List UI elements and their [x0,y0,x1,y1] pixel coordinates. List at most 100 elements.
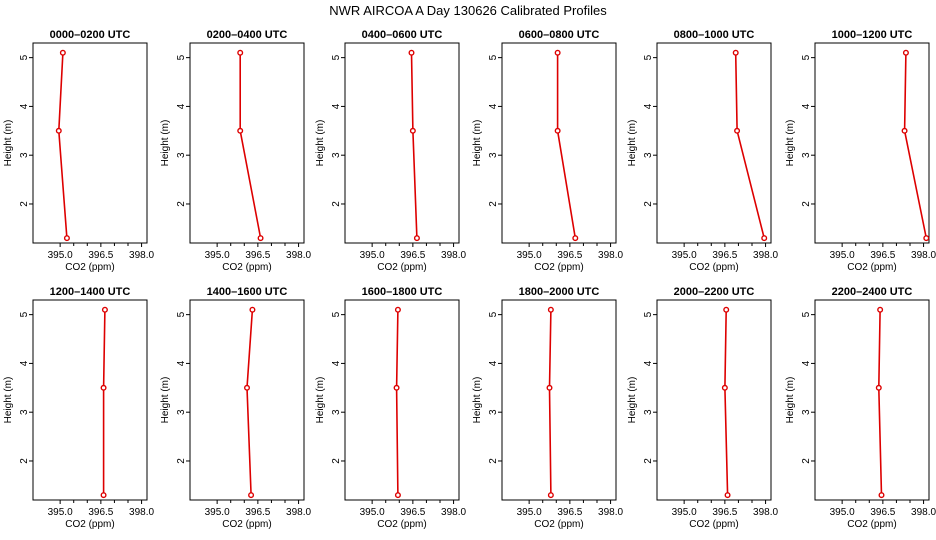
panel-title: 2200–2400 UTC [832,286,913,298]
data-point [408,49,415,56]
data-point [59,49,66,56]
x-tick-label: 398.0 [598,507,623,518]
panel-1: 0000–0200 UTC 2 3 4 5 395.0 396.5 398.0 CO2 (ppm… [3,29,155,273]
x-tick-label: 396.5 [557,507,582,518]
y-tick-label: 4 [331,360,342,366]
panel-title: 1000–1200 UTC [832,29,913,41]
panel-title: 0600–0800 UTC [519,29,600,41]
y-tick-label: 3 [488,152,499,158]
y-tick-label: 5 [488,311,499,317]
y-tick-label: 4 [19,103,30,109]
x-tick-label: 398.0 [441,507,466,518]
y-tick-label: 3 [801,152,812,158]
y-tick-label: 5 [19,54,30,60]
x-tick-label: 395.0 [672,250,697,261]
x-axis-label: CO2 (ppm) [847,519,896,530]
data-point [732,49,739,56]
y-tick-label: 3 [176,409,187,415]
y-tick-label: 3 [19,409,30,415]
data-point [723,306,730,313]
plot-frame [189,42,305,244]
plot-frame [344,42,460,244]
data-point [902,49,909,56]
data-point [554,49,561,56]
y-tick-label: 4 [176,103,187,109]
y-tick-label: 5 [19,311,30,317]
x-axis-label: CO2 (ppm) [377,262,426,273]
plot-frame [344,299,460,501]
profile-line [57,52,68,239]
data-point [572,235,579,242]
data-point [724,492,731,499]
profile-line [903,52,928,239]
panel-2: 0200–0400 UTC 2 3 4 5 395.0 396.5 398.0 CO2 (ppm… [160,29,312,273]
profile-line [395,309,399,496]
panel-8: 1400–1600 UTC 2 3 4 5 395.0 396.5 398.0 CO2 (ppm… [160,286,312,530]
panel-title: 1200–1400 UTC [50,286,131,298]
x-tick-label: 395.0 [830,507,855,518]
y-tick-label: 3 [643,152,654,158]
y-tick-label: 2 [176,458,187,464]
x-tick-label: 396.5 [245,250,270,261]
x-tick-label: 395.0 [517,507,542,518]
x-tick-label: 398.0 [286,250,311,261]
y-axis-label: Height (m) [627,377,638,424]
plot-frame [32,42,148,244]
panel-title: 1400–1600 UTC [207,286,288,298]
data-point [413,235,420,242]
plot-frame [656,299,772,501]
y-tick-label: 2 [19,458,30,464]
panel-6: 1000–1200 UTC 2 3 4 5 395.0 396.5 398.0 CO2 (ppm… [785,29,936,273]
data-point [100,384,107,391]
x-tick-label: 395.0 [48,250,73,261]
data-point [63,235,70,242]
plot-frame [814,42,930,244]
profile-line [246,309,254,496]
data-point [237,49,244,56]
data-point [547,306,554,313]
x-tick-label: 396.5 [557,250,582,261]
data-point [878,492,885,499]
profile-line [877,309,883,496]
x-tick-label: 398.0 [129,250,154,261]
panel-10: 1800–2000 UTC 2 3 4 5 395.0 396.5 398.0 CO2 (ppm… [472,286,624,530]
data-point [248,492,255,499]
y-tick-label: 2 [801,201,812,207]
y-tick-label: 2 [331,201,342,207]
y-tick-label: 2 [19,201,30,207]
y-axis-label: Height (m) [315,377,326,424]
data-point [394,306,401,313]
y-tick-label: 5 [801,54,812,60]
data-point [257,235,264,242]
x-tick-label: 395.0 [360,250,385,261]
y-tick-label: 5 [331,54,342,60]
y-axis-label: Height (m) [3,377,14,424]
panel-3: 0400–0600 UTC 2 3 4 5 395.0 396.5 398.0 CO2 (ppm… [315,29,467,273]
data-point [554,127,561,134]
y-tick-label: 5 [643,54,654,60]
x-tick-label: 398.0 [911,507,936,518]
y-axis-label: Height (m) [160,120,171,167]
x-tick-label: 398.0 [753,250,778,261]
y-tick-label: 4 [488,103,499,109]
x-tick-label: 396.5 [712,507,737,518]
x-tick-label: 395.0 [360,507,385,518]
y-tick-label: 4 [801,103,812,109]
panel-9: 1600–1800 UTC 2 3 4 5 395.0 396.5 398.0 CO2 (ppm… [315,286,467,530]
x-tick-label: 396.5 [870,250,895,261]
x-axis-label: CO2 (ppm) [534,262,583,273]
x-tick-label: 396.5 [400,507,425,518]
y-tick-label: 2 [488,201,499,207]
data-point [547,492,554,499]
data-point [393,384,400,391]
x-tick-label: 398.0 [286,507,311,518]
x-tick-label: 398.0 [753,507,778,518]
x-tick-label: 395.0 [830,250,855,261]
data-point [546,384,553,391]
x-axis-label: CO2 (ppm) [534,519,583,530]
y-tick-label: 4 [643,360,654,366]
panel-title: 0200–0400 UTC [207,29,288,41]
x-axis-label: CO2 (ppm) [222,519,271,530]
profile-line [239,52,262,239]
